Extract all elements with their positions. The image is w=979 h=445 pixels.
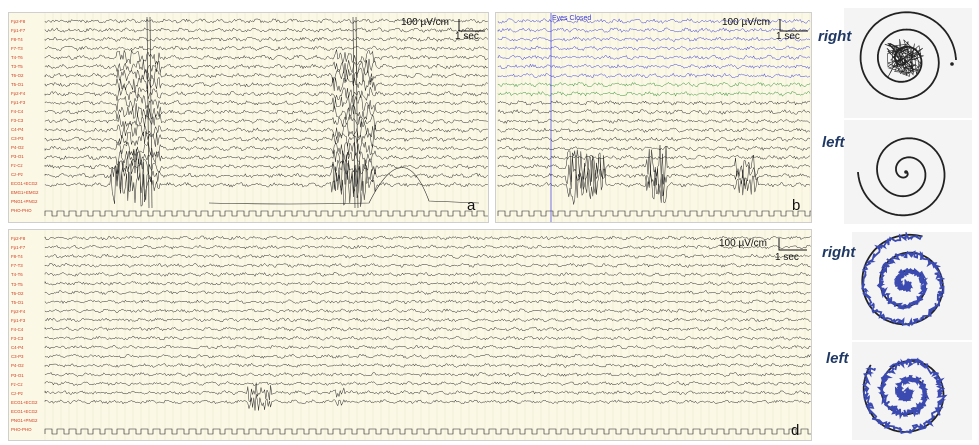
channel-label: C4-P4 xyxy=(11,127,24,132)
channel-label: ECG1+ECG2 xyxy=(11,181,38,186)
channel-label: Fp2-F8 xyxy=(11,236,26,241)
scale-bar-a: 100 µV/cm 1 sec xyxy=(401,17,486,47)
channel-label: PNG1+PNG2 xyxy=(11,199,38,204)
channel-label: Fp1-F3 xyxy=(11,317,26,323)
channel-label: C3-P3 xyxy=(11,354,24,360)
channel-label: T5-O1 xyxy=(11,299,24,305)
channel-label: F8-T4 xyxy=(11,37,23,42)
channel-label: F8-T4 xyxy=(11,254,23,260)
channel-label: P3-O1 xyxy=(11,154,24,159)
channel-label: PHO-PHO xyxy=(11,427,32,433)
eeg-panel-a: Fp2-F8 Fp1-F7 F8-T4 F7-T3 T4-T6 T3-T5 T6-O2 T5-… xyxy=(8,12,489,223)
channel-label: PNG1+PNG2 xyxy=(11,418,38,423)
eeg-traces-a xyxy=(44,13,488,222)
channel-label: ECG1+ECG2 xyxy=(11,408,38,414)
channel-label: PHO-PHO xyxy=(11,208,32,213)
eeg-panel-d: Fp2-F8 Fp1-F7 F8-T4 F7-T3 T4-T6 T3-T5 T6-O2 T5-… xyxy=(8,229,812,441)
scale-uv-label: 100 µV/cm xyxy=(401,17,450,28)
scale-uv-label: 100 µV/cm xyxy=(719,238,768,249)
spiral-drawing-top-left xyxy=(844,120,972,224)
label-left-top: left xyxy=(822,134,845,151)
panel-letter-a: a xyxy=(467,197,476,214)
spiral-drawing-image xyxy=(857,137,946,217)
channel-label: Fp2-F8 xyxy=(11,19,26,24)
channel-label: Fz-Cz xyxy=(11,381,23,387)
spiral-drawing-bottom-left xyxy=(852,342,972,440)
panel-letter-b: b xyxy=(792,197,801,214)
label-right-bottom: right xyxy=(822,244,856,261)
channel-label: F3-C3 xyxy=(11,336,24,342)
channel-label: Fz-Cz xyxy=(11,163,23,168)
channel-label: F7-T3 xyxy=(11,46,23,51)
channel-label: F4-C4 xyxy=(11,327,24,332)
scale-bar-b: 100 µV/cm 1 sec xyxy=(722,17,807,47)
scale-sec-label: 1 sec xyxy=(775,252,799,263)
channel-label: F3-C3 xyxy=(11,118,24,123)
scale-sec-label: 1 sec xyxy=(776,31,800,42)
channel-label: Cz-Pz xyxy=(11,390,23,396)
channel-label: EMG1+EMG2 xyxy=(11,190,39,195)
label-right-top: right xyxy=(818,28,852,45)
channel-label: T6-O2 xyxy=(11,290,24,296)
channel-label: T3-T5 xyxy=(11,281,23,287)
channel-label: T3-T5 xyxy=(11,64,23,69)
eeg-traces-b xyxy=(497,13,811,222)
channel-label: T6-O2 xyxy=(11,73,24,78)
channel-label: Cz-Pz xyxy=(11,172,23,177)
channel-label: P4-O2 xyxy=(11,145,24,150)
channel-label: T4-T6 xyxy=(11,272,23,278)
channel-label: P3-O1 xyxy=(11,372,24,378)
channel-label: T4-T6 xyxy=(11,55,23,60)
eyes-closed-marker: Eyes Closed xyxy=(552,15,592,22)
channel-label: C3-P3 xyxy=(11,136,24,141)
label-left-bottom: left xyxy=(826,350,849,367)
channel-label: Fp1-F3 xyxy=(11,100,26,105)
spiral-drawing-image xyxy=(862,357,948,434)
channel-label: ECG1+ECG2 xyxy=(11,399,38,405)
scale-sec-label: 1 sec xyxy=(455,31,479,42)
eeg-panel-b: Eyes Closed 100 µV/cm 1 sec b xyxy=(495,12,812,223)
channel-label: Fp1-F7 xyxy=(11,245,26,251)
panel-letter-d: d xyxy=(791,422,800,439)
channel-label: F7-T3 xyxy=(11,263,23,269)
spiral-drawing-image xyxy=(859,11,957,100)
channel-label: Fp2-F4 xyxy=(11,308,26,314)
channel-label: F4-C4 xyxy=(11,109,24,114)
channel-label: Fp1-F7 xyxy=(11,28,26,33)
spiral-drawing-bottom-right xyxy=(852,230,972,340)
spiral-drawing-image xyxy=(861,230,946,327)
channel-label: T5-O1 xyxy=(11,82,24,87)
scale-bar-d: 100 µV/cm 1 sec xyxy=(719,238,809,268)
scale-uv-label: 100 µV/cm xyxy=(722,17,771,28)
channel-label: P4-O2 xyxy=(11,363,24,369)
channel-label: C4-P4 xyxy=(11,345,24,351)
eeg-traces-d xyxy=(44,230,811,440)
channel-label: Fp2-F4 xyxy=(11,91,26,96)
spiral-drawing-top-right xyxy=(844,8,972,118)
